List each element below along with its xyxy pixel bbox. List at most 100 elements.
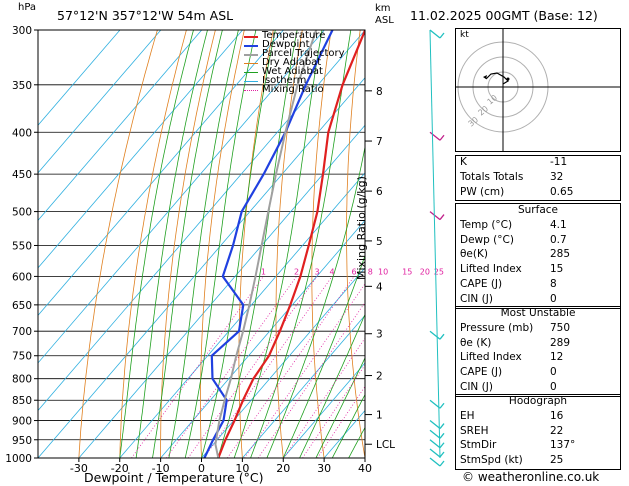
isotherm--10 (160, 219, 365, 458)
pressure-label-700: 700 (12, 326, 32, 338)
dry-adiabat-60 (413, 30, 447, 458)
legend-temperature: Temperature (244, 30, 325, 41)
temp-label-10: 10 (235, 462, 249, 475)
mixing-ratio-label-1: 1 (261, 267, 266, 276)
temp-label-20: 20 (276, 462, 290, 475)
hodograph-ring-label-10: 10 (486, 93, 500, 106)
mu-row-pressure: Pressure (mb) 750 (460, 321, 571, 334)
isotherm--70 (38, 30, 284, 317)
temp-label--20: -20 (111, 462, 129, 475)
pressure-label-400: 400 (12, 127, 32, 139)
isotherm--40 (38, 77, 365, 458)
isotherm--110 (38, 30, 121, 126)
hodo-row-stmdir: StmDir 137° (460, 439, 576, 452)
mu-row-cape: CAPE (J) 0 (460, 366, 557, 379)
mixing-ratio-label-4: 4 (330, 267, 335, 276)
mu-row-cin: CIN (J) 0 (460, 380, 557, 393)
surface-table: Surface Temp (°C) 4.1 Dewp (°C) 0.7 θe(K) 2… (455, 203, 621, 309)
wind-barb-700 (429, 330, 441, 340)
legend-dry-adiabat: Dry Adiabat (244, 57, 321, 68)
datetime-label: 11.02.2025 00GMT (Base: 12) (410, 8, 598, 23)
mixing-line-10 (257, 301, 365, 458)
pressure-label-350: 350 (12, 80, 32, 92)
hodograph-ring-label-20: 20 (477, 104, 491, 117)
isotherm--100 (38, 30, 162, 174)
pressure-label-800: 800 (12, 374, 32, 386)
mixing-ratio-label-3: 3 (314, 267, 319, 276)
indices-table: K -11 Totals Totals 32 PW (cm) 0.65 (455, 155, 621, 202)
mu-row-thetae: θe (K) 289 (460, 336, 571, 349)
height-label-LCL: LCL (376, 439, 395, 451)
isotherm-20 (282, 362, 365, 458)
dry-adiabat-30 (311, 30, 332, 458)
most-unstable-title: Most Unstable (500, 307, 576, 319)
mu-row-lifted: Lifted Index 12 (460, 351, 564, 364)
dry-adiabat-20 (275, 30, 303, 458)
wind-barb-flag-850 (439, 402, 445, 409)
surface-row-temp: Temp (°C) 4.1 (460, 218, 567, 231)
legend-isotherm: Isotherm (244, 75, 306, 86)
hodograph-storm-marker (506, 77, 510, 81)
mixing-ratio-label-8: 8 (368, 267, 373, 276)
wind-barb-flag-500 (439, 214, 445, 220)
dry-adiabat--30 (78, 30, 158, 458)
mixing-line-3 (187, 276, 318, 458)
dry-adiabat--20 (119, 30, 187, 458)
mixing-ratio-label-10: 10 (378, 267, 388, 276)
height-label-6: 6 (376, 186, 383, 198)
surface-row-dewp: Dewp (°C) 0.7 (460, 233, 567, 246)
copyright-label: © weatheronline.co.uk (462, 470, 600, 484)
hodograph-table: Hodograph EH 16 SREH 22 StmDir 137° StmSpd … (455, 394, 621, 470)
dry-adiabat-130 (621, 30, 629, 458)
wet-adiabat--8 (168, 30, 239, 458)
hodograph-trace (485, 72, 509, 85)
pressure-label-1000: 1000 (5, 453, 32, 465)
surface-row-cin: CIN (J) 0 (460, 292, 557, 305)
wind-barb-flag-700 (439, 333, 445, 340)
wind-barb-950 (429, 439, 441, 449)
mixing-line-25 (317, 385, 365, 458)
wind-barb-400 (429, 131, 441, 141)
pressure-label-900: 900 (12, 416, 32, 428)
dry-adiabat-40 (346, 30, 365, 458)
legend-parcel: Parcel Trajectory (244, 48, 345, 59)
pressure-label-450: 450 (12, 169, 32, 181)
wet-adiabat--16 (135, 30, 208, 458)
wet-adiabat-28 (315, 357, 365, 458)
wind-barb-900 (429, 420, 441, 430)
pressure-label-750: 750 (12, 351, 32, 363)
temp-label-0: 0 (198, 462, 205, 475)
dry-adiabat--10 (160, 30, 216, 458)
mixing-ratio-label-25: 25 (434, 267, 444, 276)
legend-wet-adiabat: Wet Adiabat (244, 66, 323, 77)
wet-adiabat-20 (282, 254, 365, 458)
wind-barb-925 (429, 429, 441, 439)
isotherm-10 (242, 314, 365, 458)
pressure-unit-label: hPa (18, 2, 37, 13)
mixing-line-2 (166, 276, 297, 458)
isotherm--90 (38, 30, 203, 221)
dry-adiabat-0 (200, 30, 245, 458)
temp-label--10: -10 (152, 462, 170, 475)
surface-row-cape: CAPE (J) 8 (460, 277, 557, 290)
height-label-4: 4 (376, 281, 383, 293)
wet-adiabat-0 (201, 30, 276, 458)
wind-barb-975 (429, 448, 441, 458)
hodograph-unit-label: kt (460, 30, 469, 40)
index-row-pw: PW (cm) 0.65 (460, 185, 574, 198)
wet-adiabat--20 (119, 30, 194, 458)
temp-label--30: -30 (70, 462, 88, 475)
wind-barb-300 (429, 29, 441, 39)
height-label-1: 1 (376, 410, 383, 422)
wind-barb-flag-950 (439, 442, 445, 449)
surface-row-thetae: θe(K) 285 (460, 248, 571, 261)
mixing-line-6 (226, 276, 355, 458)
hodograph-table-title: Hodograph (508, 395, 568, 407)
wind-barb-flag-900 (439, 423, 445, 429)
mixing-ratio-label-2: 2 (294, 267, 299, 276)
wet-adiabat--12 (152, 30, 223, 458)
index-row-totals: Totals Totals 32 (460, 170, 564, 183)
hodograph-plot: 10 20 30 (456, 29, 620, 151)
mixing-ratio-axis-label: Mixing Ratio (g/kg) (355, 176, 368, 280)
wind-barb-500 (429, 211, 441, 221)
